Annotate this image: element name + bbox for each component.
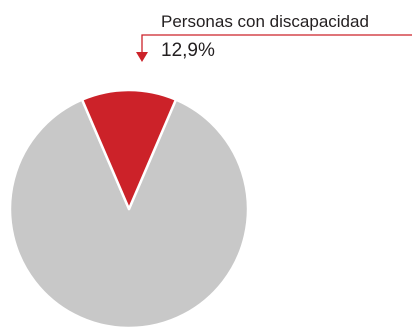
slice-annotation: Personas con discapacidad 12,9% bbox=[136, 12, 412, 62]
pie-slices bbox=[8, 88, 250, 330]
annotation-arrow-icon bbox=[136, 52, 148, 62]
annotation-leader-line bbox=[141, 34, 412, 54]
annotation-series-label: Personas con discapacidad bbox=[161, 12, 369, 31]
pie-slice-personas-con-discapacidad bbox=[80, 88, 178, 211]
pie-slice-remainder bbox=[8, 98, 250, 330]
annotation-value-label: 12,9% bbox=[161, 40, 215, 61]
